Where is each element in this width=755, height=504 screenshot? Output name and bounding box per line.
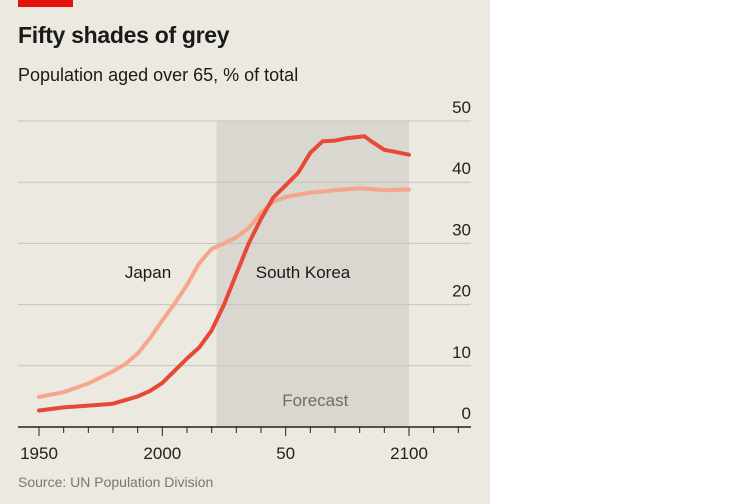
y-tick-label: 30 — [452, 220, 471, 239]
chart-panel: Fifty shades of grey Population aged ove… — [0, 0, 490, 504]
x-tick-label: 50 — [276, 444, 295, 463]
line-chart: 0 10 20 30 40 50 Forecast 1950 2000 50 2100 Japan So… — [18, 98, 471, 463]
x-tick-label: 1950 — [20, 444, 58, 463]
forecast-region — [216, 121, 409, 427]
y-tick-label: 10 — [452, 343, 471, 362]
series-label: South Korea — [256, 263, 351, 282]
y-tick-label: 0 — [462, 404, 471, 423]
series-line-japan — [37, 186, 411, 399]
y-tick-label: 20 — [452, 282, 471, 301]
chart-subtitle: Population aged over 65, % of total — [18, 65, 299, 85]
series-label: Japan — [125, 263, 171, 282]
x-tick-label: 2100 — [390, 444, 428, 463]
chart-title: Fifty shades of grey — [18, 22, 230, 48]
brand-tag — [18, 0, 73, 7]
y-tick-label: 50 — [452, 98, 471, 117]
source-note: Source: UN Population Division — [18, 474, 214, 490]
x-tick-label: 2000 — [143, 444, 181, 463]
series-line-south-korea — [37, 134, 411, 413]
y-tick-label: 40 — [452, 159, 471, 178]
forecast-label: Forecast — [282, 391, 348, 410]
